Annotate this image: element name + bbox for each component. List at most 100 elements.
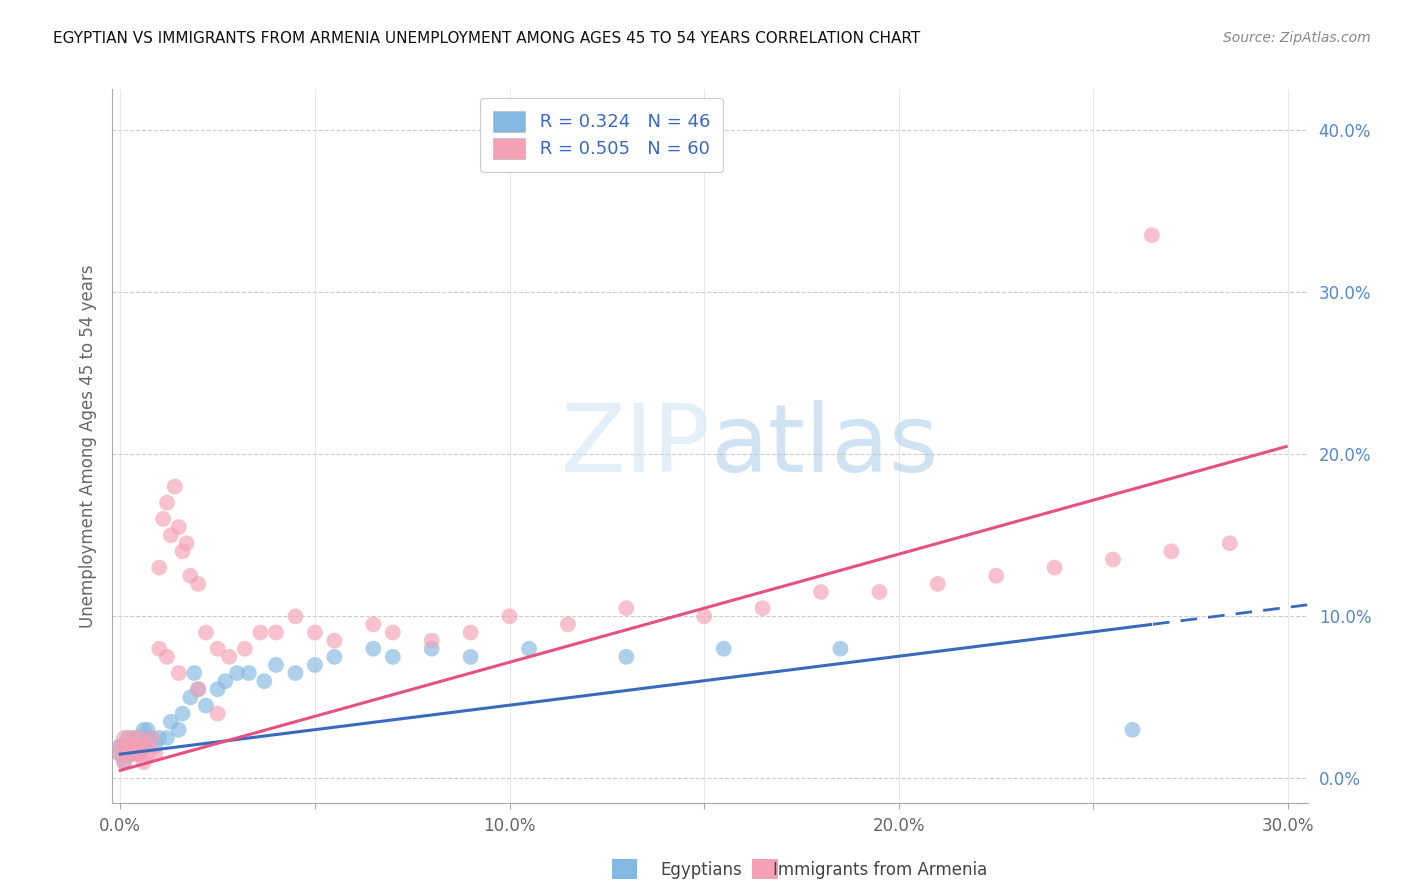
Point: [498, 609, 520, 624]
Point: [226, 666, 249, 681]
Point: [110, 739, 132, 753]
Point: [128, 731, 150, 745]
Point: [986, 568, 1008, 582]
Text: Egyptians: Egyptians: [661, 861, 742, 879]
Point: [112, 756, 135, 770]
Legend:  R = 0.324   N = 46,  R = 0.505   N = 60: R = 0.324 N = 46, R = 0.505 N = 60: [479, 98, 723, 171]
Point: [136, 731, 159, 745]
Point: [460, 649, 482, 664]
Point: [121, 739, 143, 753]
Point: [172, 706, 194, 721]
Point: [110, 747, 132, 761]
Point: [125, 739, 148, 753]
Point: [143, 739, 166, 753]
Point: [148, 731, 170, 745]
Y-axis label: Unemployment Among Ages 45 to 54 years: Unemployment Among Ages 45 to 54 years: [79, 264, 97, 628]
Point: [187, 682, 209, 697]
Point: [128, 747, 150, 761]
Point: [117, 739, 139, 753]
Point: [125, 739, 148, 753]
Point: [363, 617, 385, 632]
Point: [381, 625, 404, 640]
Point: [176, 536, 198, 550]
Point: [112, 731, 135, 745]
Point: [156, 731, 179, 745]
Point: [304, 657, 326, 672]
Point: [117, 747, 139, 761]
Point: [141, 731, 163, 745]
Point: [233, 641, 256, 656]
Point: [183, 666, 205, 681]
Point: [112, 739, 135, 753]
Point: [238, 666, 260, 681]
Point: [517, 641, 540, 656]
Text: Immigrants from Armenia: Immigrants from Armenia: [773, 861, 987, 879]
Point: [187, 682, 209, 697]
Point: [125, 731, 148, 745]
Point: [1160, 544, 1182, 558]
Point: [284, 609, 307, 624]
Point: [132, 723, 155, 737]
Point: [167, 666, 190, 681]
Point: [121, 747, 143, 761]
Point: [121, 739, 143, 753]
Point: [1140, 228, 1163, 243]
Point: [136, 747, 159, 761]
Point: [1219, 536, 1241, 550]
Point: [121, 731, 143, 745]
Point: [830, 641, 852, 656]
Point: [143, 747, 166, 761]
Point: [264, 657, 287, 672]
Point: [751, 601, 773, 615]
Point: [218, 649, 240, 664]
Point: [136, 739, 159, 753]
Point: [117, 747, 139, 761]
Point: [557, 617, 579, 632]
Point: [156, 649, 179, 664]
Point: [128, 747, 150, 761]
Point: [110, 747, 132, 761]
Point: [132, 739, 155, 753]
Point: [614, 601, 637, 615]
Point: [249, 625, 271, 640]
Point: [253, 674, 276, 689]
Point: [117, 739, 139, 753]
Point: [323, 633, 346, 648]
Point: [172, 544, 194, 558]
Text: atlas: atlas: [710, 400, 938, 492]
Point: [148, 560, 170, 574]
Point: [207, 706, 229, 721]
Point: [160, 714, 183, 729]
Point: [110, 739, 132, 753]
Point: [148, 641, 170, 656]
Point: [156, 496, 179, 510]
Point: [363, 641, 385, 656]
Point: [194, 698, 217, 713]
Point: [264, 625, 287, 640]
Point: [304, 625, 326, 640]
Point: [420, 633, 443, 648]
Point: [128, 731, 150, 745]
Point: [214, 674, 236, 689]
Point: [163, 479, 186, 493]
Text: EGYPTIAN VS IMMIGRANTS FROM ARMENIA UNEMPLOYMENT AMONG AGES 45 TO 54 YEARS CORRE: EGYPTIAN VS IMMIGRANTS FROM ARMENIA UNEM…: [53, 31, 921, 46]
Point: [1121, 723, 1143, 737]
Point: [194, 625, 217, 640]
Text: Source: ZipAtlas.com: Source: ZipAtlas.com: [1223, 31, 1371, 45]
Point: [125, 747, 148, 761]
Text: ZIP: ZIP: [561, 400, 710, 492]
Point: [420, 641, 443, 656]
Point: [117, 731, 139, 745]
Point: [112, 756, 135, 770]
Point: [179, 568, 201, 582]
Point: [284, 666, 307, 681]
Point: [810, 585, 832, 599]
Point: [693, 609, 716, 624]
Point: [207, 682, 229, 697]
Point: [207, 641, 229, 656]
Point: [381, 649, 404, 664]
Point: [160, 528, 183, 542]
Point: [152, 512, 174, 526]
Point: [132, 739, 155, 753]
Point: [132, 756, 155, 770]
